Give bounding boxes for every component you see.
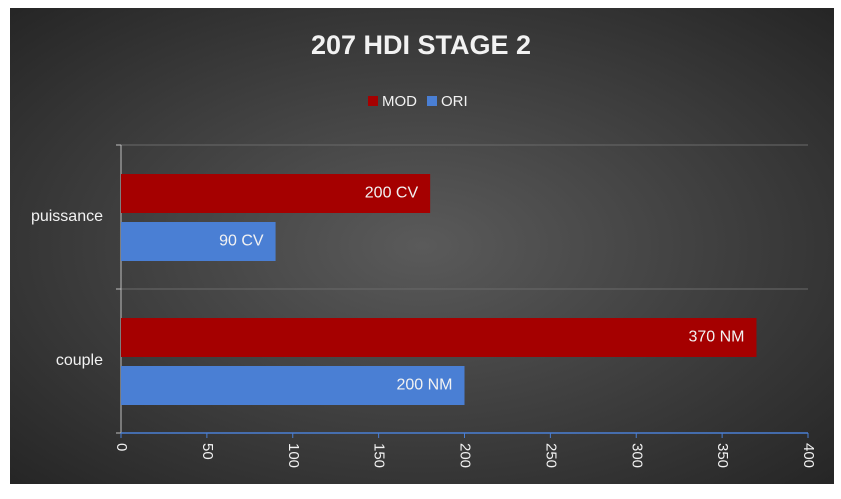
x-tick-label: 200 xyxy=(457,443,474,468)
x-tick-label: 300 xyxy=(628,443,645,468)
legend-label: MOD xyxy=(382,93,417,110)
data-label: 90 CV xyxy=(219,233,264,250)
y-tick-label: couple xyxy=(56,352,103,369)
x-tick-label: 50 xyxy=(199,443,216,460)
data-label: 370 NM xyxy=(688,329,744,346)
legend-swatch xyxy=(427,96,437,106)
legend-label: ORI xyxy=(441,93,468,110)
chart-title: 207 HDI STAGE 2 xyxy=(311,30,531,60)
y-tick-label: puissance xyxy=(31,208,103,225)
bar xyxy=(121,366,465,405)
x-tick-label: 400 xyxy=(800,443,817,468)
x-tick-label: 100 xyxy=(285,443,302,468)
bar xyxy=(121,318,757,357)
bar xyxy=(121,222,276,261)
data-label: 200 CV xyxy=(365,185,419,202)
x-tick-label: 250 xyxy=(542,443,559,468)
x-tick-label: 150 xyxy=(371,443,388,468)
data-label: 200 NM xyxy=(396,377,452,394)
x-tick-label: 0 xyxy=(113,443,130,451)
x-tick-label: 350 xyxy=(714,443,731,468)
bar xyxy=(121,174,431,213)
legend-swatch xyxy=(368,96,378,106)
